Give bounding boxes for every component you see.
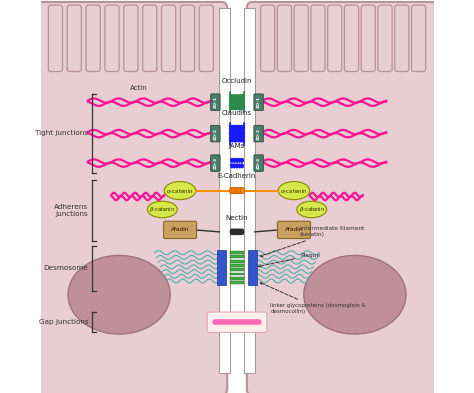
Text: ZO-3: ZO-3 bbox=[213, 157, 218, 169]
Ellipse shape bbox=[238, 187, 243, 194]
Ellipse shape bbox=[233, 187, 237, 194]
Bar bbox=[230, 255, 244, 258]
FancyBboxPatch shape bbox=[361, 5, 375, 72]
FancyBboxPatch shape bbox=[254, 94, 264, 110]
Bar bbox=[244, 8, 255, 373]
Text: ZO-2: ZO-2 bbox=[213, 128, 218, 140]
Text: linker glycoproteins (desmoglein &
desmocollin): linker glycoproteins (desmoglein & desmo… bbox=[260, 283, 366, 314]
FancyBboxPatch shape bbox=[199, 5, 213, 72]
Bar bbox=[248, 250, 256, 285]
Ellipse shape bbox=[237, 163, 242, 168]
FancyBboxPatch shape bbox=[395, 5, 409, 72]
Ellipse shape bbox=[68, 255, 170, 334]
Text: Actin: Actin bbox=[130, 85, 147, 91]
FancyBboxPatch shape bbox=[164, 221, 197, 239]
FancyBboxPatch shape bbox=[86, 5, 100, 72]
FancyBboxPatch shape bbox=[328, 5, 342, 72]
Text: $\beta$-catenin: $\beta$-catenin bbox=[299, 205, 325, 214]
Text: Claudins: Claudins bbox=[222, 110, 252, 116]
Ellipse shape bbox=[230, 163, 234, 168]
FancyBboxPatch shape bbox=[294, 5, 308, 72]
FancyBboxPatch shape bbox=[345, 5, 358, 72]
FancyBboxPatch shape bbox=[277, 5, 292, 72]
FancyBboxPatch shape bbox=[311, 5, 325, 72]
FancyBboxPatch shape bbox=[261, 5, 275, 72]
Text: ZO-1: ZO-1 bbox=[213, 96, 218, 108]
FancyBboxPatch shape bbox=[143, 5, 157, 72]
Bar bbox=[230, 268, 244, 271]
FancyBboxPatch shape bbox=[162, 5, 176, 72]
FancyBboxPatch shape bbox=[105, 5, 119, 72]
Text: ZO-2: ZO-2 bbox=[256, 128, 261, 140]
FancyBboxPatch shape bbox=[48, 5, 63, 72]
Text: $\alpha$-catenin: $\alpha$-catenin bbox=[166, 187, 194, 195]
Ellipse shape bbox=[147, 201, 177, 218]
Text: Occludin: Occludin bbox=[222, 79, 252, 84]
Text: ZO-3: ZO-3 bbox=[256, 157, 261, 169]
Text: Afadin: Afadin bbox=[285, 228, 303, 232]
Text: Plaque: Plaque bbox=[258, 253, 320, 267]
FancyBboxPatch shape bbox=[124, 5, 138, 72]
Ellipse shape bbox=[232, 158, 237, 163]
FancyBboxPatch shape bbox=[207, 312, 267, 332]
Bar bbox=[230, 260, 244, 263]
Ellipse shape bbox=[232, 229, 236, 235]
Bar bbox=[230, 273, 244, 275]
Bar bbox=[230, 264, 244, 267]
Text: $\beta$-catenin: $\beta$-catenin bbox=[149, 205, 175, 214]
FancyBboxPatch shape bbox=[378, 5, 392, 72]
FancyBboxPatch shape bbox=[210, 94, 220, 110]
Text: Desmosome: Desmosome bbox=[44, 265, 89, 271]
Ellipse shape bbox=[240, 163, 244, 168]
Text: E-Cadherin: E-Cadherin bbox=[218, 173, 256, 179]
Ellipse shape bbox=[164, 182, 196, 200]
Ellipse shape bbox=[234, 229, 238, 235]
Ellipse shape bbox=[230, 158, 234, 163]
FancyBboxPatch shape bbox=[181, 5, 194, 72]
Ellipse shape bbox=[236, 229, 240, 235]
Ellipse shape bbox=[240, 158, 244, 163]
Ellipse shape bbox=[229, 187, 234, 194]
FancyBboxPatch shape bbox=[254, 155, 264, 171]
Ellipse shape bbox=[304, 255, 406, 334]
Ellipse shape bbox=[278, 182, 310, 200]
Bar bbox=[230, 251, 244, 254]
Text: Gap Junctions: Gap Junctions bbox=[39, 319, 89, 325]
Ellipse shape bbox=[237, 187, 241, 194]
Ellipse shape bbox=[235, 187, 239, 194]
Text: Tight junctions: Tight junctions bbox=[36, 130, 89, 136]
Ellipse shape bbox=[232, 163, 237, 168]
FancyBboxPatch shape bbox=[277, 221, 310, 239]
FancyBboxPatch shape bbox=[247, 2, 438, 393]
FancyBboxPatch shape bbox=[254, 125, 264, 142]
Text: Intermediate filament
(keratin): Intermediate filament (keratin) bbox=[260, 226, 364, 257]
Bar bbox=[230, 281, 244, 284]
Bar bbox=[218, 250, 226, 285]
FancyBboxPatch shape bbox=[36, 2, 227, 393]
FancyBboxPatch shape bbox=[210, 125, 220, 142]
Text: $\alpha$-catenin: $\alpha$-catenin bbox=[280, 187, 308, 195]
Ellipse shape bbox=[230, 229, 234, 235]
FancyBboxPatch shape bbox=[67, 5, 82, 72]
Text: ZO-1: ZO-1 bbox=[256, 96, 261, 108]
Text: Nectin: Nectin bbox=[226, 215, 248, 221]
Text: Adherens
Junctions: Adherens Junctions bbox=[55, 204, 89, 217]
Ellipse shape bbox=[235, 163, 239, 168]
Ellipse shape bbox=[297, 201, 327, 218]
Text: Afadin: Afadin bbox=[171, 228, 189, 232]
Ellipse shape bbox=[235, 158, 239, 163]
FancyBboxPatch shape bbox=[411, 5, 426, 72]
Ellipse shape bbox=[240, 187, 245, 194]
Bar bbox=[219, 8, 230, 373]
Ellipse shape bbox=[238, 229, 242, 235]
Ellipse shape bbox=[231, 187, 236, 194]
Ellipse shape bbox=[237, 158, 242, 163]
Text: JAMs: JAMs bbox=[229, 143, 245, 149]
Ellipse shape bbox=[240, 229, 244, 235]
FancyBboxPatch shape bbox=[210, 155, 220, 171]
Bar bbox=[230, 277, 244, 280]
